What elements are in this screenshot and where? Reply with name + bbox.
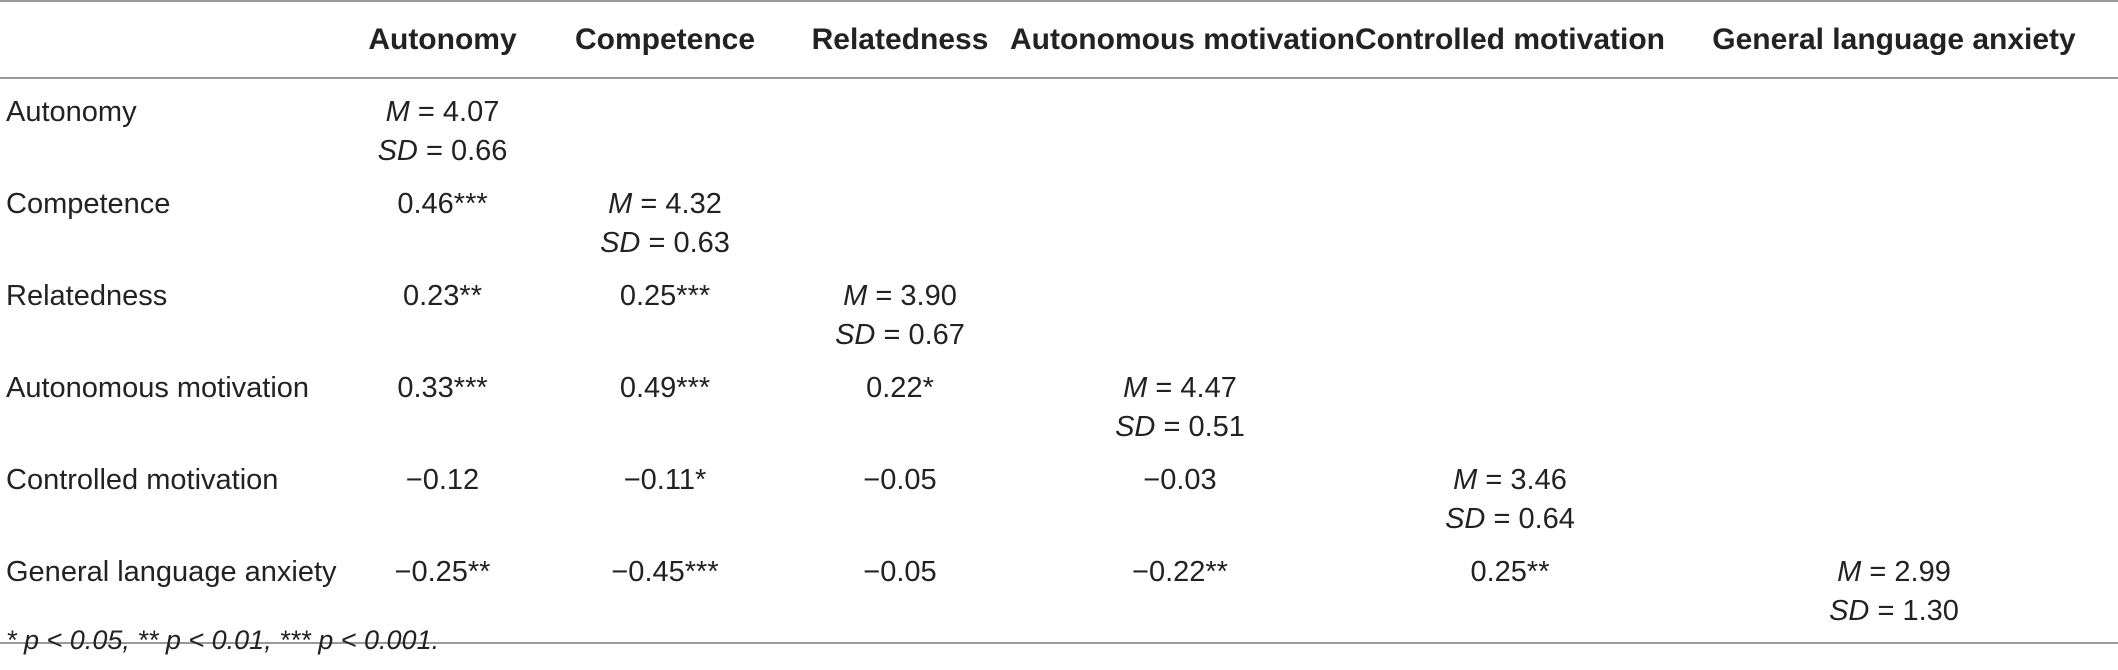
mean-value: = 3.46 xyxy=(1485,464,1567,496)
sd-symbol: SD xyxy=(1115,411,1156,443)
correlation-cell: −0.11* xyxy=(623,464,707,496)
table-footnote: * p < 0.05, ** p < 0.01, *** p < 0.001. xyxy=(6,625,440,655)
empty-cell xyxy=(1350,78,1670,171)
mean-symbol: M xyxy=(843,280,868,312)
sd-value: = 0.63 xyxy=(648,227,730,259)
sd-line: SD = 0.63 xyxy=(540,224,790,263)
header-autonomous-motivation: Autonomous motivation xyxy=(1010,0,1355,79)
empty-cell xyxy=(1350,171,1670,263)
table-row: Controlled motivation −0.12 −0.11* −0.05 −0.… xyxy=(0,447,2118,539)
sd-value: = 0.51 xyxy=(1163,411,1245,443)
row-label: Relatedness xyxy=(6,280,168,312)
row-label: General language anxiety xyxy=(0,539,345,644)
correlation-cell: −0.05 xyxy=(790,539,1010,644)
table-row: Relatedness 0.23** 0.25*** M = 3.90 SD = 0.6… xyxy=(0,263,2118,355)
sd-line: SD = 0.51 xyxy=(1010,408,1350,447)
header-autonomy: Autonomy xyxy=(345,0,540,79)
row-label: Autonomy xyxy=(6,96,137,128)
empty-cell xyxy=(1670,78,2118,171)
mean-line: M = 4.47 xyxy=(1010,369,1350,408)
row-label: Autonomous motivation xyxy=(6,372,310,404)
mean-line: M = 3.46 xyxy=(1350,461,1670,500)
empty-cell xyxy=(540,78,790,171)
descriptive-stat-cell: M = 3.90 SD = 0.67 xyxy=(790,263,1010,355)
table-row: Autonomous motivation 0.33*** 0.49*** 0.22*… xyxy=(0,355,2118,447)
sd-value: = 1.30 xyxy=(1877,595,1959,627)
descriptive-stat-cell: M = 4.32 SD = 0.63 xyxy=(540,171,790,263)
correlation-cell: −0.22** xyxy=(1010,539,1350,644)
empty-cell xyxy=(1010,263,1350,355)
empty-cell xyxy=(1350,355,1670,447)
header-controlled-motivation: Controlled motivation xyxy=(1350,0,1670,79)
correlation-cell: −0.45*** xyxy=(540,539,790,644)
empty-cell xyxy=(1010,171,1350,263)
correlation-cell: −0.12 xyxy=(405,464,480,496)
mean-value: = 4.47 xyxy=(1155,372,1237,404)
header-competence: Competence xyxy=(540,0,790,79)
table-body: Autonomy M = 4.07 SD = 0.66 Competence 0.46*… xyxy=(0,78,2118,644)
empty-cell xyxy=(1670,447,2118,539)
sd-line: SD = 1.30 xyxy=(1670,592,2118,631)
descriptive-stat-cell: M = 3.46 SD = 0.64 xyxy=(1350,447,1670,539)
header-cell-empty xyxy=(0,0,345,79)
descriptive-stat-cell: M = 4.07 SD = 0.66 xyxy=(345,78,540,171)
table-row: Competence 0.46*** M = 4.32 SD = 0.63 xyxy=(0,171,2118,263)
sd-line: SD = 0.64 xyxy=(1350,500,1670,539)
header-row: Autonomy Competence Relatedness Autonomo… xyxy=(0,0,2118,79)
mean-value: = 4.07 xyxy=(417,96,500,128)
row-label: Competence xyxy=(6,188,171,220)
mean-value: = 2.99 xyxy=(1869,556,1951,588)
sd-symbol: SD xyxy=(1445,503,1486,535)
empty-cell xyxy=(1670,171,2118,263)
sd-value: = 0.67 xyxy=(883,319,965,351)
empty-cell xyxy=(1350,263,1670,355)
correlation-cell: 0.49*** xyxy=(619,372,711,404)
correlation-table-container: Autonomy Competence Relatedness Autonomo… xyxy=(0,0,2118,644)
mean-symbol: M xyxy=(385,96,410,128)
table-header: Autonomy Competence Relatedness Autonomo… xyxy=(0,0,2118,79)
correlation-cell: 0.25** xyxy=(1350,539,1670,644)
mean-line: M = 3.90 xyxy=(790,277,1010,316)
sd-line: SD = 0.67 xyxy=(790,316,1010,355)
mean-symbol: M xyxy=(1837,556,1862,588)
mean-symbol: M xyxy=(608,188,633,220)
sd-line: SD = 0.66 xyxy=(345,132,540,171)
sd-symbol: SD xyxy=(835,319,876,351)
header-general-language-anxiety: General language anxiety xyxy=(1670,0,2118,79)
empty-cell xyxy=(790,78,1010,171)
empty-cell xyxy=(1010,78,1350,171)
sd-symbol: SD xyxy=(377,135,418,167)
mean-symbol: M xyxy=(1453,464,1478,496)
sd-symbol: SD xyxy=(1829,595,1870,627)
correlation-cell: 0.46*** xyxy=(397,188,488,220)
descriptive-stat-cell: M = 2.99 SD = 1.30 xyxy=(1670,539,2118,644)
descriptive-stat-cell: M = 4.47 SD = 0.51 xyxy=(1010,355,1350,447)
empty-cell xyxy=(790,171,1010,263)
sd-value: = 0.66 xyxy=(425,135,508,167)
row-label: Controlled motivation xyxy=(6,464,279,496)
empty-cell xyxy=(1670,263,2118,355)
table-row: Autonomy M = 4.07 SD = 0.66 xyxy=(0,78,2118,171)
correlation-cell: 0.22* xyxy=(866,372,934,404)
correlation-cell: −0.05 xyxy=(863,464,937,496)
mean-line: M = 2.99 xyxy=(1670,553,2118,592)
mean-value: = 3.90 xyxy=(875,280,957,312)
correlation-cell: 0.25*** xyxy=(619,280,711,312)
mean-value: = 4.32 xyxy=(640,188,722,220)
table-row: General language anxiety −0.25** −0.45*** −… xyxy=(0,539,2118,644)
correlation-cell: −0.25** xyxy=(345,539,540,644)
correlation-cell: 0.33*** xyxy=(397,372,488,404)
correlation-cell: −0.03 xyxy=(1143,464,1217,496)
correlation-table: Autonomy Competence Relatedness Autonomo… xyxy=(0,0,2118,644)
sd-symbol: SD xyxy=(600,227,641,259)
empty-cell xyxy=(1670,355,2118,447)
mean-symbol: M xyxy=(1123,372,1148,404)
header-relatedness: Relatedness xyxy=(790,0,1010,79)
mean-line: M = 4.07 xyxy=(345,93,540,132)
mean-line: M = 4.32 xyxy=(540,185,790,224)
sd-value: = 0.64 xyxy=(1493,503,1575,535)
correlation-cell: 0.23** xyxy=(402,280,482,312)
